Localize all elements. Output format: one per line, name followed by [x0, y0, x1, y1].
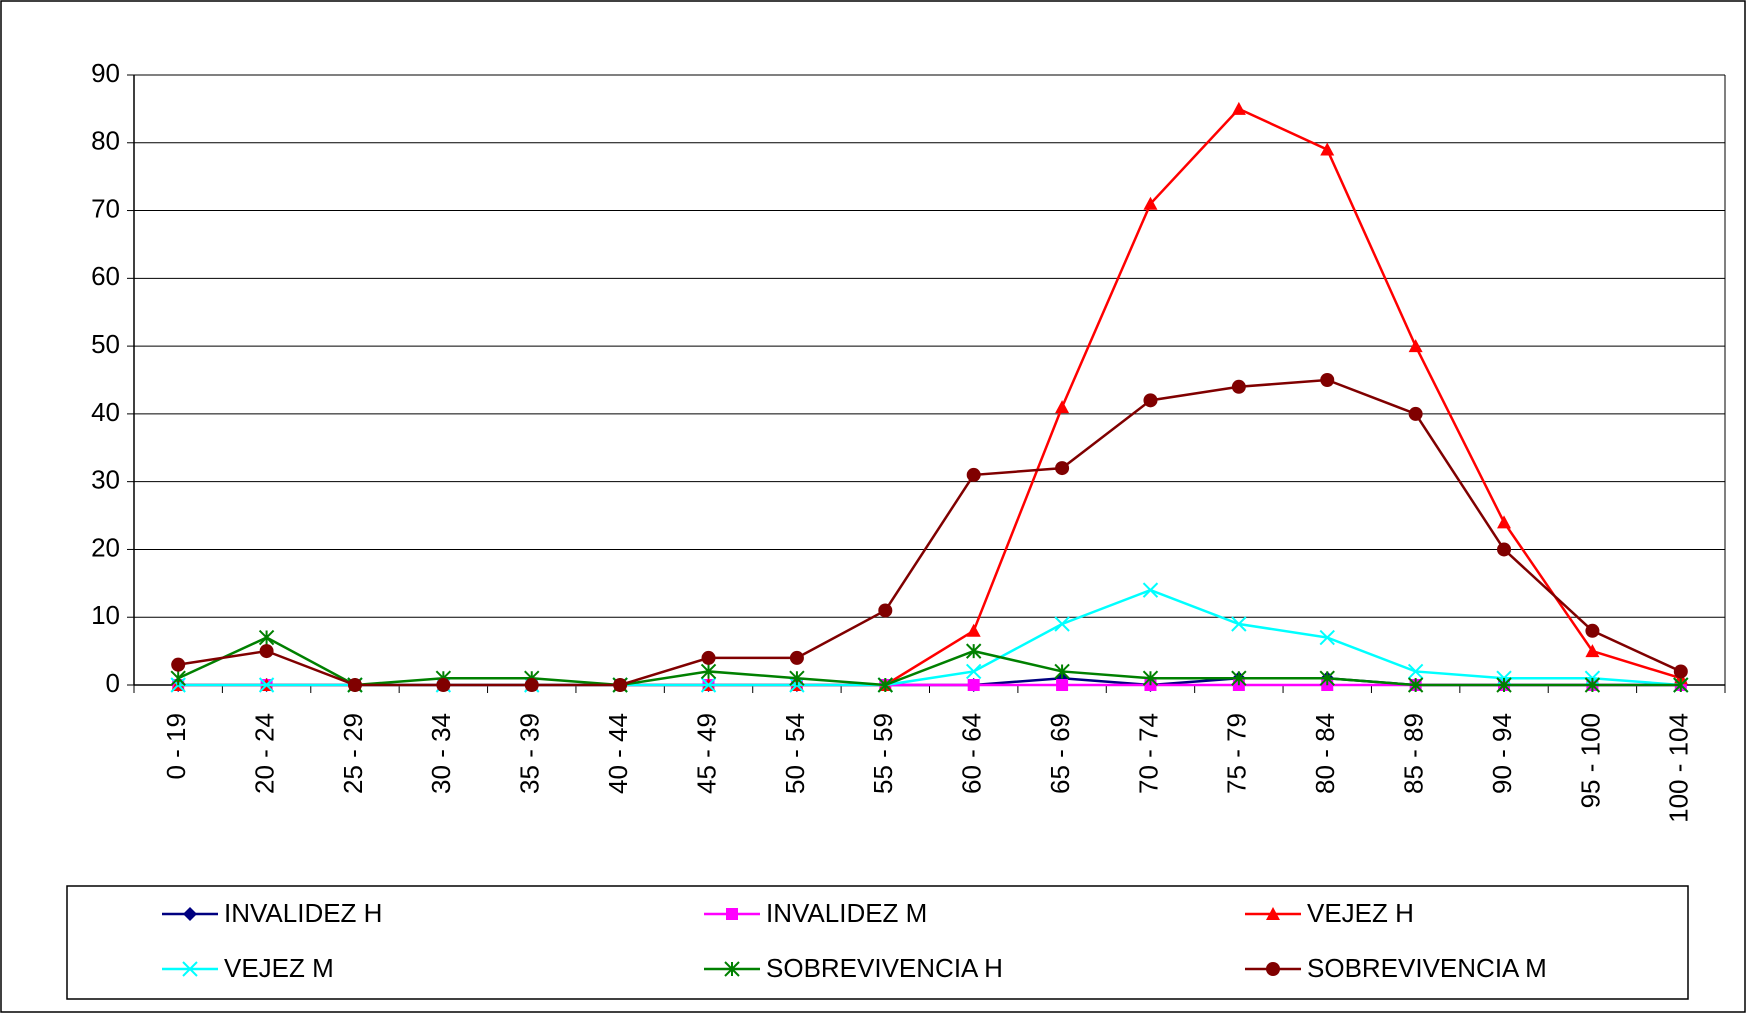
legend-marker	[724, 961, 740, 977]
y-tick-label: 80	[91, 126, 120, 156]
x-tick-label: 20 - 24	[249, 713, 279, 794]
x-tick-label: 100 - 104	[1664, 713, 1694, 823]
marker	[170, 670, 186, 686]
marker	[1320, 142, 1335, 156]
x-tick-label: 0 - 19	[161, 713, 191, 780]
marker	[1142, 582, 1159, 598]
marker	[259, 644, 274, 659]
y-tick-label: 0	[106, 668, 120, 698]
y-tick-label: 20	[91, 532, 120, 562]
marker	[258, 629, 275, 646]
marker	[965, 663, 982, 680]
marker	[1408, 406, 1423, 421]
marker	[789, 650, 804, 665]
x-tick-label: 40 - 44	[603, 713, 633, 794]
y-tick-label: 60	[91, 261, 120, 291]
marker	[1319, 670, 1335, 686]
legend-marker	[183, 907, 197, 921]
x-tick-label: 90 - 94	[1487, 713, 1517, 794]
x-tick-label: 85 - 89	[1399, 713, 1429, 794]
marker	[258, 677, 275, 693]
marker	[1055, 400, 1070, 414]
marker	[1673, 664, 1688, 679]
y-tick-label: 50	[91, 329, 120, 359]
legend-marker	[726, 908, 738, 920]
x-tick-label: 45 - 49	[691, 713, 721, 794]
marker	[1319, 629, 1335, 646]
marker	[347, 678, 362, 692]
marker	[700, 677, 717, 693]
marker	[789, 670, 805, 686]
marker	[965, 643, 982, 659]
marker	[1143, 393, 1158, 408]
x-tick-label: 30 - 34	[426, 713, 456, 794]
legend-label: VEJEZ M	[224, 953, 334, 983]
series-line	[178, 378, 1682, 687]
legend-label: SOBREVIVENCIA H	[766, 953, 1003, 983]
marker	[1231, 670, 1247, 686]
x-tick-label: 75 - 79	[1222, 713, 1252, 794]
marker	[524, 678, 539, 692]
marker	[967, 679, 980, 691]
marker	[877, 677, 894, 693]
marker	[1408, 339, 1423, 353]
marker	[1055, 461, 1070, 476]
x-tick-label: 50 - 54	[780, 713, 810, 794]
marker	[1584, 677, 1601, 693]
series-line	[177, 636, 1681, 687]
marker	[1585, 623, 1600, 638]
legend-label: VEJEZ H	[1307, 898, 1414, 928]
x-tick-label: 25 - 29	[338, 713, 368, 794]
marker	[1497, 542, 1512, 557]
marker	[700, 663, 717, 680]
marker	[1056, 679, 1069, 691]
marker	[1585, 644, 1600, 658]
x-tick-label: 95 - 100	[1575, 713, 1605, 808]
legend-marker	[1266, 962, 1280, 976]
y-tick-label: 70	[91, 193, 120, 223]
marker	[1407, 677, 1424, 693]
x-tick-label: 70 - 74	[1133, 713, 1163, 794]
y-tick-label: 30	[91, 465, 120, 495]
marker	[1231, 379, 1246, 394]
marker	[1407, 663, 1424, 680]
legend-box	[66, 885, 1689, 1000]
y-tick-label: 10	[91, 600, 120, 630]
x-tick-label: 80 - 84	[1310, 713, 1340, 794]
legend-label: SOBREVIVENCIA M	[1307, 953, 1547, 983]
x-tick-label: 35 - 39	[515, 713, 545, 794]
marker	[436, 678, 451, 692]
y-tick-label: 40	[91, 397, 120, 427]
marker	[1673, 677, 1689, 693]
marker	[1496, 677, 1512, 693]
legend-label: INVALIDEZ M	[766, 898, 927, 928]
marker	[1054, 616, 1070, 632]
x-tick-label: 60 - 64	[957, 713, 987, 794]
legend-marker	[1266, 907, 1280, 920]
x-tick-label: 65 - 69	[1045, 713, 1075, 794]
marker	[171, 657, 186, 672]
marker	[966, 623, 981, 637]
marker	[966, 467, 981, 482]
y-tick-label: 90	[91, 58, 120, 88]
marker	[1320, 373, 1335, 387]
legend-marker	[182, 961, 198, 977]
marker	[701, 650, 716, 665]
x-tick-label: 55 - 59	[868, 713, 898, 794]
marker	[613, 678, 628, 692]
marker	[1143, 196, 1158, 210]
legend-label: INVALIDEZ H	[224, 898, 382, 928]
marker	[878, 603, 893, 618]
marker	[1497, 515, 1512, 529]
marker	[1142, 670, 1159, 686]
marker	[1054, 663, 1070, 680]
marker	[1231, 616, 1247, 632]
marker	[1231, 101, 1246, 115]
